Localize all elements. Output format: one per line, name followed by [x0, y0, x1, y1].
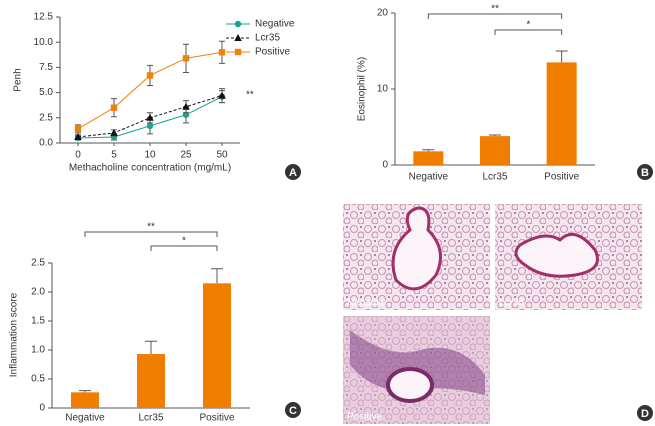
marker [182, 102, 190, 110]
y-tick-label: 0 [39, 403, 45, 414]
error-bar [211, 268, 223, 284]
image-caption: Lcr35 [499, 298, 524, 309]
x-tick-label: 25 [180, 150, 192, 161]
legend-label: Negative [255, 19, 295, 30]
y-tick-label: 10 [377, 84, 389, 95]
error-bar [489, 134, 501, 137]
marker [234, 48, 242, 56]
image-caption: Positive [347, 412, 382, 423]
marker [234, 20, 242, 28]
airway [386, 367, 434, 403]
x-tick-label: Lcr35 [138, 413, 163, 424]
y-tick-label: 2.5 [31, 258, 45, 269]
panel-badge [637, 405, 653, 421]
bar [137, 354, 165, 408]
y-tick-label: 1.5 [31, 316, 45, 327]
significance-bracket [84, 231, 218, 237]
error-bar [79, 390, 91, 393]
significance-bracket [494, 29, 563, 35]
x-axis-label: Methacholine concentration (mg/mL) [69, 163, 231, 174]
infiltrate [350, 330, 485, 395]
x-tick-label: 5 [111, 150, 117, 161]
marker [234, 34, 242, 41]
panel-letter: C [289, 405, 297, 417]
x-tick-label: Negative [409, 172, 449, 183]
image-caption: Negative [347, 298, 387, 309]
panel-letter: D [641, 408, 649, 420]
panel-badge [637, 164, 653, 180]
y-axis-label: Inflammation score [9, 292, 20, 377]
y-tick-label: 0 [382, 160, 388, 171]
y-tick-label: 0.0 [39, 138, 53, 149]
marker [182, 55, 190, 62]
y-tick-label: 10.0 [34, 37, 54, 48]
y-tick-label: 5.0 [39, 87, 53, 98]
marker [146, 122, 154, 130]
x-tick-label: 0 [75, 150, 81, 161]
error-bar [422, 149, 435, 152]
bar [480, 136, 510, 165]
y-tick-label: 1.0 [31, 345, 45, 356]
y-tick-label: 2.0 [31, 287, 45, 298]
marker [74, 132, 82, 140]
x-tick-label: 10 [144, 150, 156, 161]
marker [110, 104, 118, 111]
x-tick-label: Positive [544, 172, 579, 183]
x-tick-label: 50 [216, 150, 228, 161]
y-axis-label: Eosinophil (%) [357, 57, 368, 121]
x-tick-label: Negative [65, 413, 105, 424]
y-tick-label: 12.5 [34, 12, 54, 23]
significance-label: ** [147, 222, 155, 233]
annotation: ** [246, 90, 254, 101]
y-tick-label: 20 [377, 8, 389, 19]
bar [546, 62, 577, 165]
bar [203, 283, 231, 408]
y-tick-label: 0.5 [31, 374, 45, 385]
significance-bracket [427, 13, 563, 19]
bar [71, 392, 99, 408]
marker [218, 49, 226, 56]
marker [146, 72, 154, 79]
y-tick-label: 2.5 [39, 112, 53, 123]
airway [514, 232, 599, 278]
significance-label: * [182, 236, 186, 247]
legend-label: Positive [255, 47, 290, 58]
significance-bracket [150, 245, 218, 251]
x-tick-label: Positive [199, 413, 234, 424]
panel-badge [285, 164, 301, 180]
significance-label: ** [491, 4, 499, 15]
marker [218, 91, 226, 99]
marker [74, 125, 82, 133]
panel-badge [285, 402, 301, 418]
y-axis-label: Penh [13, 68, 24, 91]
marker [146, 113, 154, 121]
y-tick-label: 7.5 [39, 62, 53, 73]
x-tick-label: Lcr35 [482, 172, 507, 183]
error-bar [145, 340, 157, 355]
significance-label: * [526, 20, 530, 31]
histology-images [343, 204, 642, 424]
bar [413, 151, 444, 165]
error-bar [555, 50, 568, 63]
legend-label: Lcr35 [255, 33, 280, 44]
panel-letter: A [289, 167, 297, 179]
airway [391, 206, 442, 291]
panel-letter: B [641, 167, 649, 179]
marker [110, 128, 118, 136]
